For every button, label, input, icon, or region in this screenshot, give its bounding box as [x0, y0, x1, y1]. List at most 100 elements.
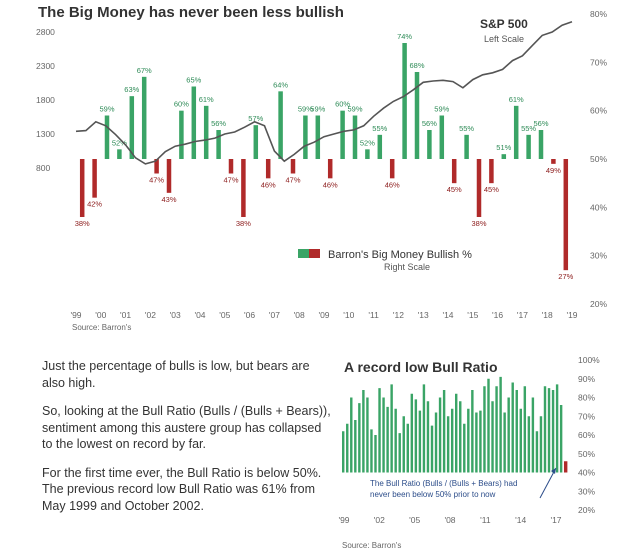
bullish-legend-title: Barron's Big Money Bullish %	[328, 249, 472, 261]
bullish-bar	[141, 76, 147, 159]
ratio-tick-label: 40%	[578, 468, 595, 478]
ratio-bar	[370, 429, 373, 473]
bullish-bar	[166, 159, 172, 193]
bar-value-label: 45%	[447, 185, 462, 194]
sp500-line	[75, 21, 573, 165]
bullish-bar	[203, 105, 209, 159]
bullish-bar	[241, 159, 246, 217]
bullish-bar	[154, 159, 159, 174]
bar-value-label: 59%	[347, 105, 362, 114]
right-tick-label: 60%	[590, 106, 607, 116]
bullish-bar	[402, 43, 407, 159]
bullish-legend-subtitle: Right Scale	[384, 262, 430, 272]
bar-value-label: 46%	[323, 180, 338, 189]
ratio-bar	[491, 401, 494, 473]
ratio-x-tick-label: '08	[444, 515, 455, 525]
bullish-bar	[340, 110, 345, 159]
x-tick-label: '14	[442, 310, 453, 320]
ratio-bar	[342, 431, 345, 473]
bullish-bar	[476, 159, 482, 217]
bullish-bar	[526, 134, 531, 159]
ratio-bar	[418, 410, 422, 473]
sp500-legend-title: S&P 500	[480, 17, 528, 31]
ratio-bar	[378, 388, 381, 473]
bullish-bar	[129, 96, 135, 159]
ratio-bar	[358, 403, 361, 473]
ratio-bar	[430, 425, 434, 473]
bar-value-label: 65%	[186, 76, 201, 85]
ratio-x-tick-label: '14	[515, 515, 526, 525]
ratio-bar	[515, 390, 518, 473]
x-axis: '99 '00 '01 '02 '03 '04 '05 '06 '07 '08 '09 '10 '11 '…	[70, 310, 577, 320]
ratio-x-tick-label: '05	[409, 515, 420, 525]
left-tick-label: 2800	[36, 27, 55, 37]
bar-value-label: 60%	[335, 100, 350, 109]
bar-value-label: 56%	[211, 119, 226, 128]
bar-labels: 38% 42% 59% 52% 63% 67% 47% 43% 60% 65% 61% 56% 47% 3…	[75, 32, 574, 281]
bullish-bar	[79, 159, 85, 217]
bullish-bar	[278, 91, 283, 159]
x-tick-label: '99	[70, 310, 81, 320]
ratio-bar	[523, 386, 527, 473]
bar-value-label: 60%	[174, 100, 189, 109]
ratio-bar	[414, 399, 418, 473]
bar-value-label: 59%	[298, 105, 313, 114]
bullish-bar	[538, 130, 544, 159]
x-tick-label: '09	[318, 310, 329, 320]
bullish-bar	[489, 159, 494, 184]
source-note: Source: Barron's	[72, 323, 131, 332]
bar-value-label: 46%	[261, 180, 276, 189]
ratio-bar	[471, 390, 474, 473]
bar-value-label: 47%	[149, 176, 164, 185]
ratio-bar	[386, 406, 389, 473]
ratio-bar	[487, 378, 490, 473]
annotation-arrow	[539, 467, 557, 499]
ratio-bar	[539, 416, 543, 473]
x-tick-label: '13	[418, 310, 429, 320]
bullish-bar	[315, 115, 321, 159]
bullish-bar	[563, 159, 569, 271]
bar-value-label: 42%	[87, 200, 102, 209]
ratio-bar	[438, 397, 442, 473]
ratio-bar	[442, 390, 446, 473]
bullish-bar	[179, 110, 184, 159]
right-tick-label: 20%	[590, 299, 607, 309]
ratio-bar	[547, 388, 551, 473]
ratio-bar	[362, 390, 365, 473]
bar-value-label: 55%	[459, 124, 474, 133]
bar-value-label: 59%	[434, 105, 449, 114]
bullish-bar	[464, 134, 469, 159]
ratio-bar	[354, 420, 357, 473]
bar-value-label: 59%	[99, 105, 114, 114]
ratio-bar	[422, 384, 426, 473]
bar-value-label: 38%	[471, 219, 486, 228]
x-tick-label: '16	[492, 310, 503, 320]
x-tick-label: '03	[170, 310, 181, 320]
x-tick-label: '06	[244, 310, 255, 320]
ratio-bar	[483, 386, 486, 473]
ratio-bar	[475, 412, 478, 473]
ratio-bar	[426, 401, 430, 473]
ratio-bar	[527, 416, 531, 473]
ratio-bar	[350, 397, 353, 473]
ratio-tick-label: 90%	[578, 374, 595, 384]
bullish-bar	[551, 159, 556, 164]
x-tick-label: '17	[517, 310, 528, 320]
x-tick-label: '19	[566, 310, 577, 320]
ratio-bar	[410, 393, 414, 473]
bar-value-label: 64%	[273, 80, 288, 89]
x-tick-label: '00	[95, 310, 106, 320]
ratio-bar	[511, 382, 514, 473]
ratio-x-tick-label: '99	[338, 515, 349, 525]
bar-value-label: 68%	[409, 61, 424, 70]
ratio-bar	[459, 401, 462, 473]
bar-value-label: 57%	[248, 114, 263, 123]
ratio-tick-label: 30%	[578, 486, 595, 496]
bar-value-label: 74%	[397, 32, 412, 41]
paragraph-2: So, looking at the Bull Ratio (Bulls / (…	[42, 404, 331, 451]
bullish-bar	[253, 125, 259, 159]
bullish-bar	[92, 159, 97, 198]
ratio-bars	[342, 376, 568, 473]
ratio-bar	[374, 435, 377, 473]
bar-value-label: 61%	[199, 95, 214, 104]
